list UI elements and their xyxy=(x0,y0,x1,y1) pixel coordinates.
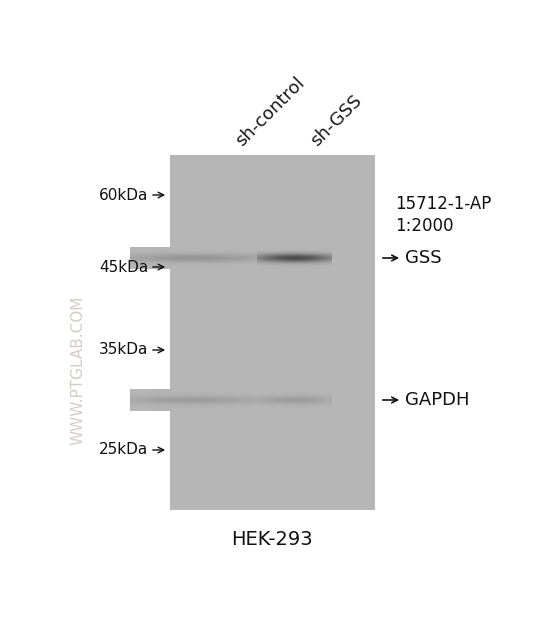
Text: WWW.PTGLAB.COM: WWW.PTGLAB.COM xyxy=(71,295,85,445)
Text: GSS: GSS xyxy=(405,249,442,267)
Text: sh-control: sh-control xyxy=(232,74,308,150)
Text: GAPDH: GAPDH xyxy=(405,391,469,409)
Text: 25kDa: 25kDa xyxy=(99,443,148,458)
Text: 15712-1-AP: 15712-1-AP xyxy=(395,195,491,213)
Text: 45kDa: 45kDa xyxy=(99,260,148,275)
Text: 35kDa: 35kDa xyxy=(99,342,148,358)
Text: sh-GSS: sh-GSS xyxy=(307,92,366,150)
Text: 60kDa: 60kDa xyxy=(99,187,148,203)
Text: HEK-293: HEK-293 xyxy=(231,530,313,549)
Text: 1:2000: 1:2000 xyxy=(395,217,454,235)
